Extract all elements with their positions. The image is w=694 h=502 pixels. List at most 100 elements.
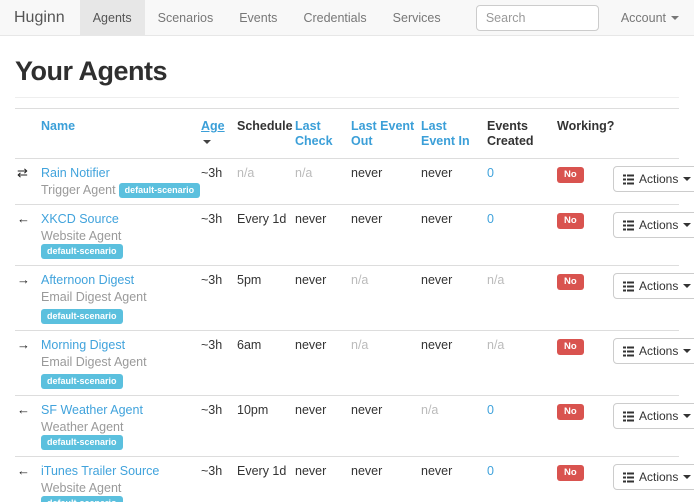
- nav-item-credentials[interactable]: Credentials: [303, 10, 367, 25]
- th-list-icon: [623, 281, 634, 292]
- scenario-badge[interactable]: default-scenario: [41, 496, 123, 502]
- last-event-out-value: never: [351, 212, 383, 226]
- actions-button-label: Actions: [639, 172, 679, 186]
- header-last-check[interactable]: Last Check: [295, 119, 333, 148]
- agent-name-link[interactable]: XKCD Source: [41, 212, 119, 226]
- actions-button[interactable]: Actions: [613, 212, 694, 238]
- agent-name-link[interactable]: Rain Notifier: [41, 166, 110, 180]
- agent-type-label: Trigger Agent: [41, 183, 116, 197]
- table-row: ← XKCD Source Website Agentdefault-scena…: [15, 204, 694, 266]
- scenario-badge[interactable]: default-scenario: [41, 309, 123, 324]
- actions-button-label: Actions: [639, 344, 679, 358]
- caret-down-icon: [683, 414, 692, 418]
- agent-name-link[interactable]: Morning Digest: [41, 338, 126, 352]
- events-created-link[interactable]: 0: [487, 212, 494, 226]
- caret-down-icon: [683, 475, 692, 479]
- table-row: ← SF Weather Agent Weather Agentdefault-…: [15, 395, 694, 457]
- account-label: Account: [620, 10, 666, 25]
- events-created-link[interactable]: 0: [487, 464, 494, 478]
- last-event-in-value: never: [421, 338, 453, 352]
- header-last-event-in[interactable]: Last Event In: [421, 119, 470, 148]
- top-navbar: Huginn Agents Scenarios Events Credentia…: [0, 0, 694, 36]
- schedule-value: n/a: [237, 166, 255, 180]
- header-age[interactable]: Age: [201, 119, 225, 133]
- actions-button[interactable]: Actions: [613, 273, 694, 299]
- table-row: ← iTunes Trailer Source Website Agentdef…: [15, 456, 694, 502]
- caret-down-icon: [671, 15, 679, 20]
- th-list-icon: [623, 472, 634, 483]
- arrow-left-icon: ←: [17, 402, 30, 417]
- scenario-badge[interactable]: default-scenario: [41, 435, 123, 450]
- nav-item-scenarios[interactable]: Scenarios: [157, 10, 214, 25]
- divider: [15, 97, 679, 98]
- th-list-icon: [623, 174, 634, 185]
- header-working: Working?: [557, 108, 614, 159]
- main-content: Your Agents Name Age Schedule Last Check…: [0, 56, 694, 502]
- arrow-right-icon: →: [17, 337, 30, 352]
- agents-table: Name Age Schedule Last Check Last Event …: [15, 108, 694, 502]
- last-event-in-value: never: [421, 464, 453, 478]
- agent-type-label: Website Agent: [41, 481, 122, 495]
- last-event-in-value: never: [421, 166, 453, 180]
- working-badge: No: [557, 339, 584, 355]
- actions-button[interactable]: Actions: [613, 464, 694, 490]
- last-event-out-value: n/a: [351, 273, 369, 287]
- last-check-value: never: [295, 338, 327, 352]
- header-last-event-out[interactable]: Last Event Out: [351, 119, 415, 148]
- last-check-value: never: [295, 273, 327, 287]
- events-created-link[interactable]: 0: [487, 403, 494, 417]
- age-value: ~3h: [201, 464, 223, 478]
- sort-caret-icon: [203, 140, 211, 144]
- nav-item-agents[interactable]: Agents: [79, 0, 145, 35]
- table-row: → Morning Digest Email Digest Agent defau…: [15, 330, 694, 396]
- scenario-badge[interactable]: default-scenario: [118, 183, 201, 198]
- last-event-in-value: never: [421, 273, 453, 287]
- table-row: ⇄ Rain Notifier Trigger Agent default-sce…: [15, 159, 694, 205]
- actions-button[interactable]: Actions: [613, 403, 694, 429]
- last-event-in-value: n/a: [421, 403, 439, 417]
- header-actions-col: [613, 108, 679, 159]
- scenario-badge[interactable]: default-scenario: [41, 374, 123, 389]
- working-badge: No: [557, 404, 584, 420]
- agent-type-label: Website Agent: [41, 229, 122, 243]
- agent-name-link[interactable]: iTunes Trailer Source: [41, 464, 160, 478]
- actions-button-label: Actions: [639, 470, 679, 484]
- schedule-value: Every 1d: [237, 212, 287, 226]
- schedule-value: 5pm: [237, 273, 262, 287]
- header-icon-col: [15, 108, 41, 159]
- caret-down-icon: [683, 284, 692, 288]
- age-value: ~3h: [201, 166, 223, 180]
- actions-button-label: Actions: [639, 279, 679, 293]
- nav-item-events[interactable]: Events: [239, 10, 278, 25]
- actions-button-label: Actions: [639, 409, 679, 423]
- last-event-out-value: never: [351, 166, 383, 180]
- events-created-link[interactable]: 0: [487, 166, 494, 180]
- arrow-right-icon: →: [17, 272, 30, 287]
- table-row: → Afternoon Digest Email Digest Agent def…: [15, 265, 694, 331]
- working-badge: No: [557, 465, 584, 481]
- age-value: ~3h: [201, 403, 223, 417]
- actions-button[interactable]: Actions: [613, 338, 694, 364]
- last-event-out-value: never: [351, 403, 383, 417]
- scenario-badge[interactable]: default-scenario: [41, 244, 123, 259]
- agent-name-link[interactable]: Afternoon Digest: [41, 273, 135, 287]
- working-badge: No: [557, 167, 584, 183]
- events-created-value: n/a: [487, 273, 505, 287]
- brand-logo[interactable]: Huginn: [14, 8, 65, 26]
- last-check-value: never: [295, 464, 327, 478]
- caret-down-icon: [683, 177, 692, 181]
- header-name[interactable]: Name: [41, 119, 76, 133]
- agent-type-label: Email Digest Agent: [41, 290, 147, 304]
- search-input[interactable]: [475, 4, 599, 31]
- age-value: ~3h: [201, 338, 223, 352]
- nav-item-services[interactable]: Services: [392, 10, 441, 25]
- agent-name-link[interactable]: SF Weather Agent: [41, 403, 143, 417]
- header-events-created: Events Created: [487, 108, 557, 159]
- working-badge: No: [557, 213, 584, 229]
- last-event-out-value: never: [351, 464, 383, 478]
- account-menu[interactable]: Account: [617, 0, 694, 35]
- events-created-value: n/a: [487, 338, 505, 352]
- actions-button[interactable]: Actions: [613, 166, 694, 192]
- schedule-value: Every 1d: [237, 464, 287, 478]
- table-header-row: Name Age Schedule Last Check Last Event …: [15, 108, 679, 159]
